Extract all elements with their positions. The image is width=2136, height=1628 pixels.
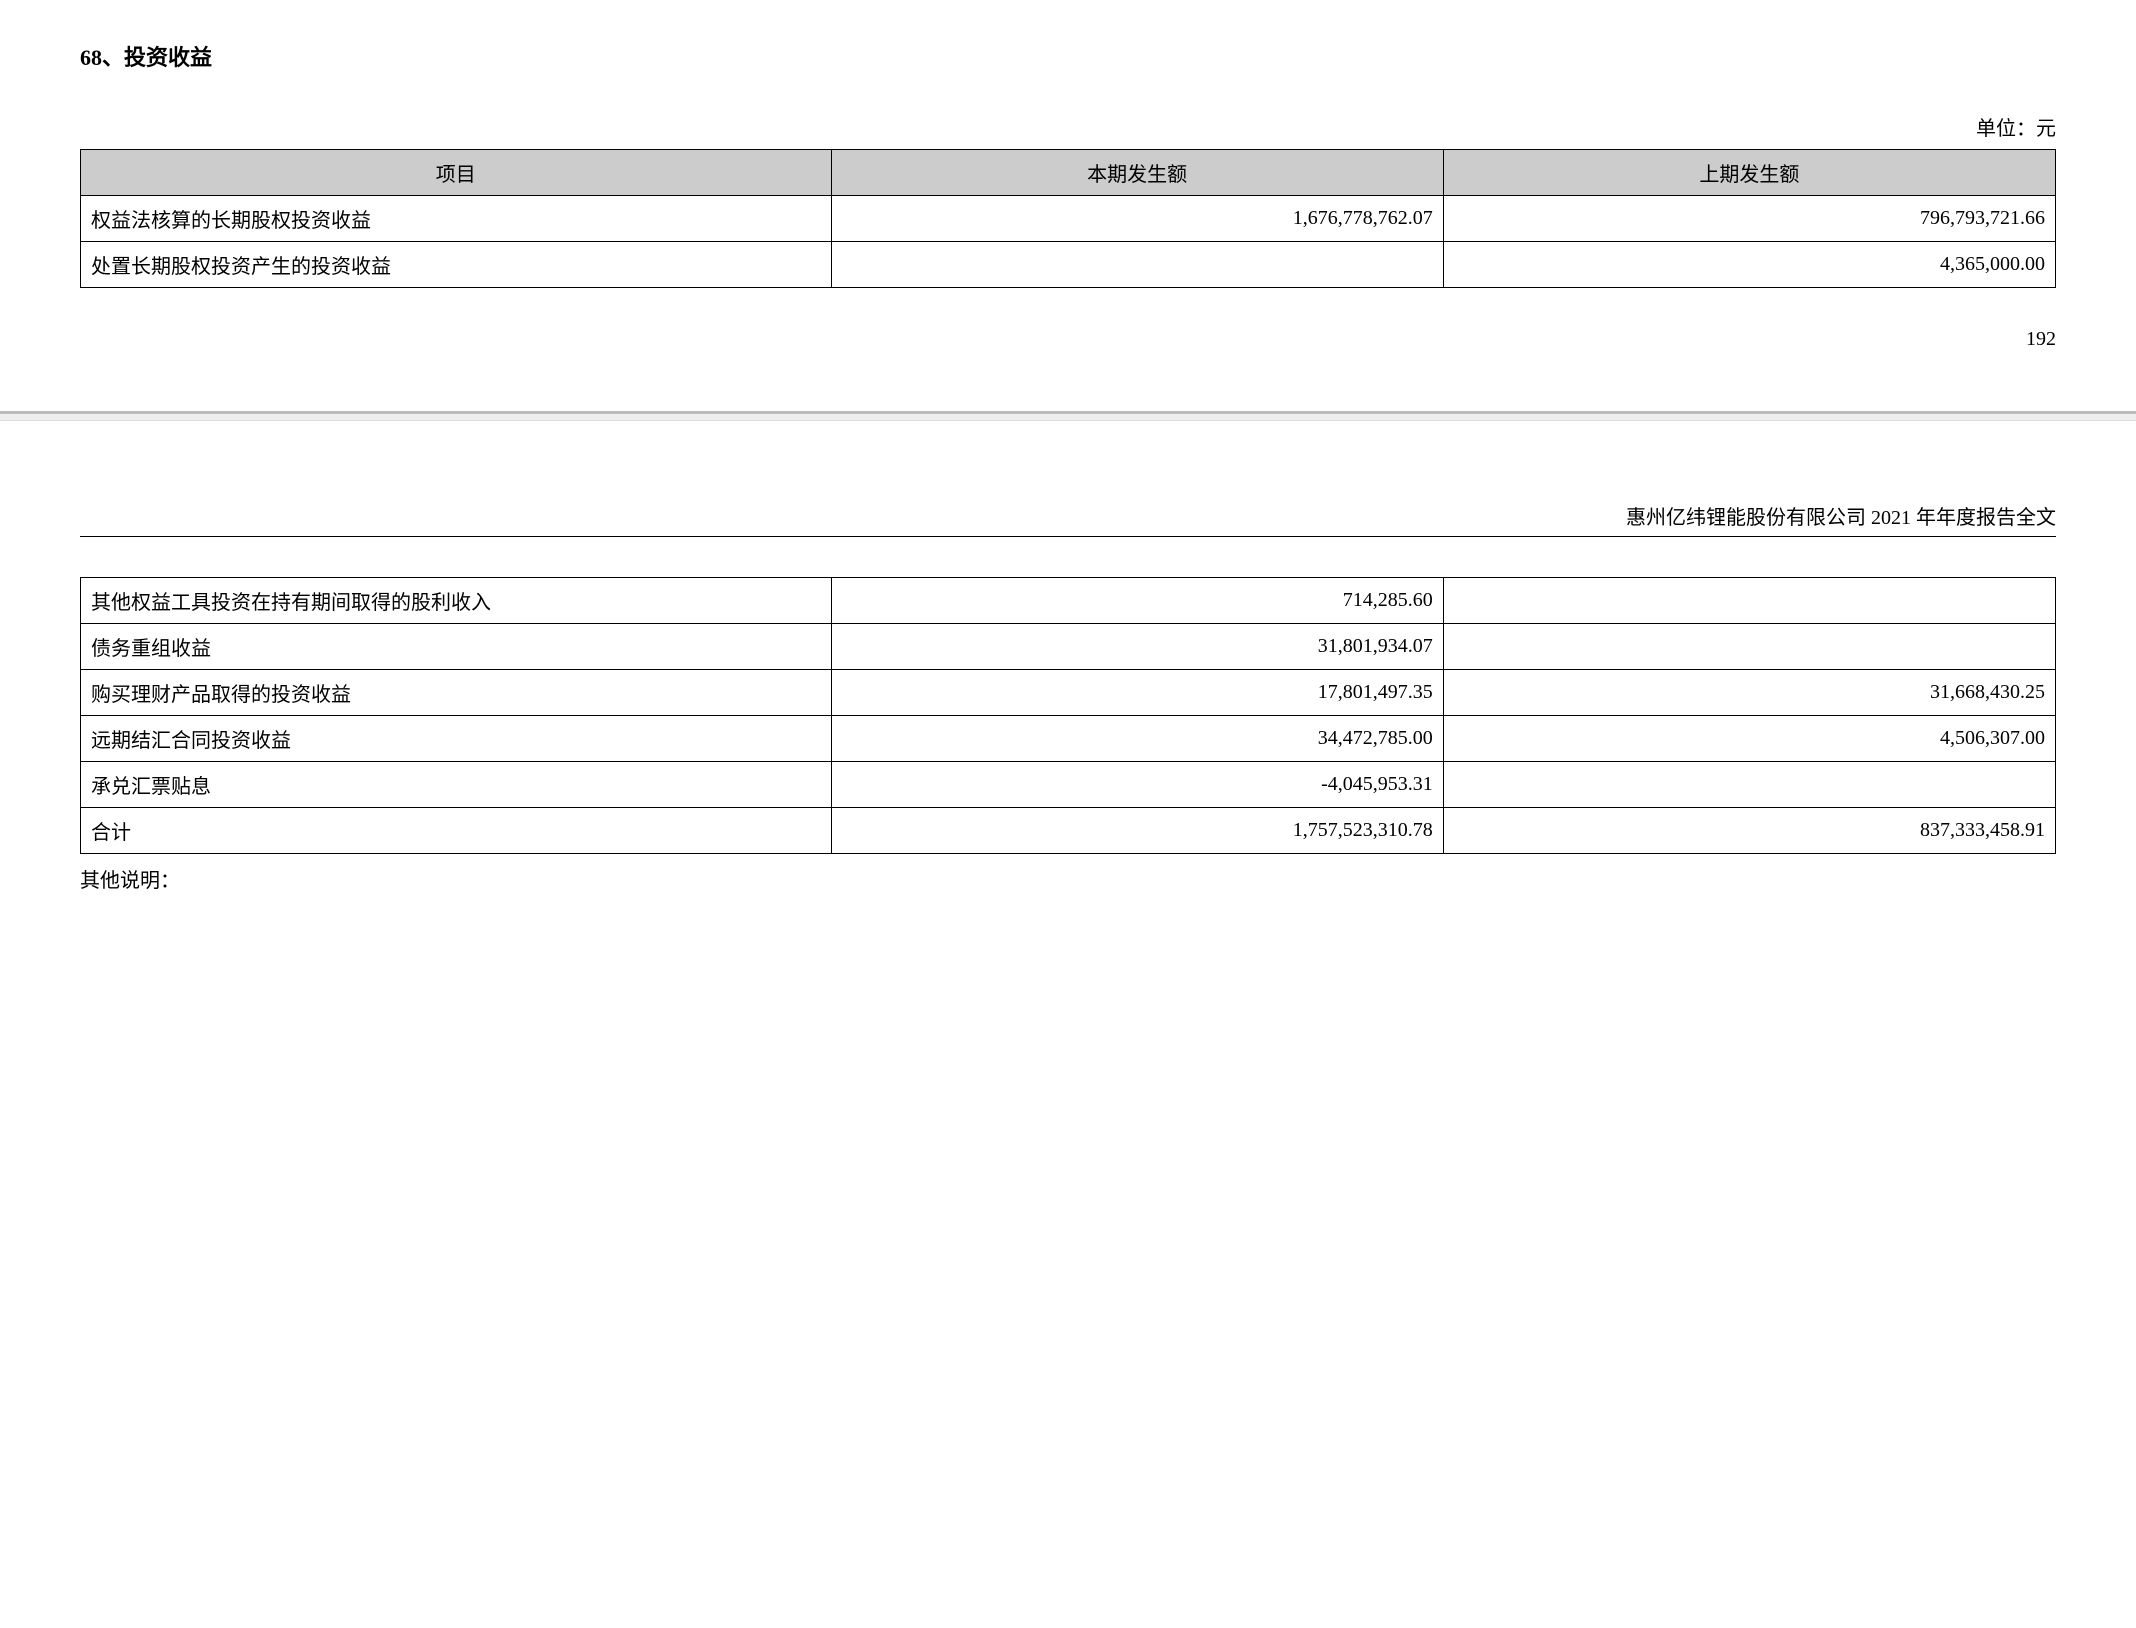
header-item: 项目 [81,150,832,196]
row-current: 1,757,523,310.78 [831,808,1443,854]
row-prior: 31,668,430.25 [1443,670,2055,716]
table-row: 其他权益工具投资在持有期间取得的股利收入 714,285.60 [81,578,2056,624]
row-prior [1443,624,2055,670]
table-row: 购买理财产品取得的投资收益 17,801,497.35 31,668,430.2… [81,670,2056,716]
row-current: 714,285.60 [831,578,1443,624]
footer-note: 其他说明： [80,864,2056,893]
unit-label: 单位：元 [80,112,2056,141]
investment-income-table-2: 其他权益工具投资在持有期间取得的股利收入 714,285.60 债务重组收益 3… [80,577,2056,854]
row-current: 1,676,778,762.07 [831,196,1443,242]
row-current [831,242,1443,288]
table-row-total: 合计 1,757,523,310.78 837,333,458.91 [81,808,2056,854]
table-row: 远期结汇合同投资收益 34,472,785.00 4,506,307.00 [81,716,2056,762]
row-current: 31,801,934.07 [831,624,1443,670]
table-row: 债务重组收益 31,801,934.07 [81,624,2056,670]
row-prior: 796,793,721.66 [1443,196,2055,242]
row-item: 债务重组收益 [81,624,832,670]
row-prior: 837,333,458.91 [1443,808,2055,854]
table-header-row: 项目 本期发生额 上期发生额 [81,150,2056,196]
page-break [0,411,2136,421]
row-item: 远期结汇合同投资收益 [81,716,832,762]
row-item: 承兑汇票贴息 [81,762,832,808]
report-header: 惠州亿纬锂能股份有限公司 2021 年年度报告全文 [80,501,2056,537]
table-row: 权益法核算的长期股权投资收益 1,676,778,762.07 796,793,… [81,196,2056,242]
header-prior: 上期发生额 [1443,150,2055,196]
table-row: 处置长期股权投资产生的投资收益 4,365,000.00 [81,242,2056,288]
row-item: 其他权益工具投资在持有期间取得的股利收入 [81,578,832,624]
header-current: 本期发生额 [831,150,1443,196]
section-title: 68、投资收益 [80,40,2056,72]
row-prior: 4,365,000.00 [1443,242,2055,288]
row-item: 处置长期股权投资产生的投资收益 [81,242,832,288]
investment-income-table-1: 项目 本期发生额 上期发生额 权益法核算的长期股权投资收益 1,676,778,… [80,149,2056,288]
row-item: 权益法核算的长期股权投资收益 [81,196,832,242]
row-item: 合计 [81,808,832,854]
row-item: 购买理财产品取得的投资收益 [81,670,832,716]
row-current: -4,045,953.31 [831,762,1443,808]
row-prior: 4,506,307.00 [1443,716,2055,762]
row-current: 34,472,785.00 [831,716,1443,762]
row-prior [1443,762,2055,808]
row-prior [1443,578,2055,624]
table-row: 承兑汇票贴息 -4,045,953.31 [81,762,2056,808]
row-current: 17,801,497.35 [831,670,1443,716]
page-number: 192 [80,328,2056,351]
